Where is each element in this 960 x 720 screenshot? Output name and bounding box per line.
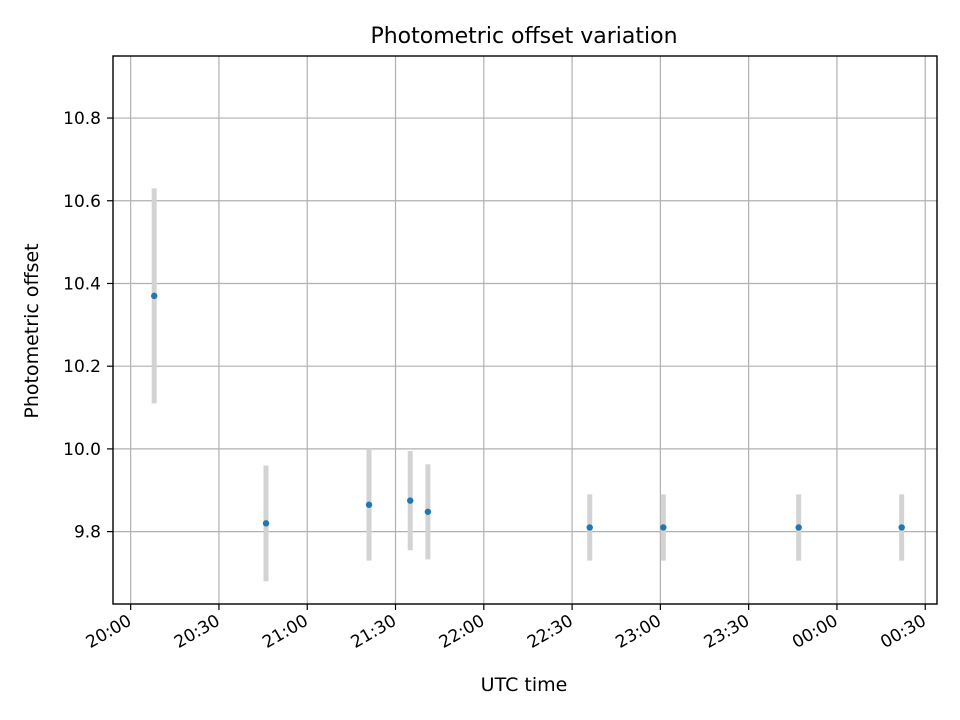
data-point xyxy=(365,501,373,508)
data-point xyxy=(660,524,667,531)
y-axis-label: Photometric offset xyxy=(21,243,43,418)
y-tick-label: 10.2 xyxy=(63,357,101,377)
x-tick-label: 00:30 xyxy=(877,611,929,653)
x-axis-label: UTC time xyxy=(481,674,568,696)
data-points xyxy=(151,292,905,531)
y-tick-label: 10.0 xyxy=(63,440,101,460)
data-point xyxy=(795,524,802,531)
y-tick-label: 10.4 xyxy=(63,274,101,294)
plot-frame xyxy=(112,55,938,605)
data-point xyxy=(898,524,905,531)
x-tick-label: 22:30 xyxy=(524,611,576,653)
x-tick-label: 21:30 xyxy=(348,611,400,653)
x-tick-label: 22:00 xyxy=(436,611,488,653)
y-axis-ticks: 9.8 10.0 10.2 10.4 10.6 10.8 xyxy=(63,109,113,543)
y-tick-label: 9.8 xyxy=(74,523,101,543)
data-point xyxy=(262,520,270,527)
x-tick-label: 21:00 xyxy=(259,611,311,653)
x-axis-ticks: 20:00 20:30 21:00 21:30 22:00 22:30 23:00 23:30… xyxy=(83,604,930,653)
data-point xyxy=(407,497,414,504)
y-tick-label: 10.6 xyxy=(63,192,101,212)
data-point xyxy=(424,508,432,515)
x-tick-label: 23:00 xyxy=(612,611,664,653)
y-tick-label: 10.8 xyxy=(63,109,101,129)
grid xyxy=(113,56,937,604)
data-point xyxy=(586,524,593,531)
x-tick-label: 00:00 xyxy=(789,611,841,653)
x-tick-label: 20:30 xyxy=(171,611,223,653)
x-tick-label: 20:00 xyxy=(83,611,135,653)
chart-title: Photometric offset variation xyxy=(370,24,677,49)
x-tick-label: 23:30 xyxy=(701,611,753,653)
data-point xyxy=(151,292,158,300)
